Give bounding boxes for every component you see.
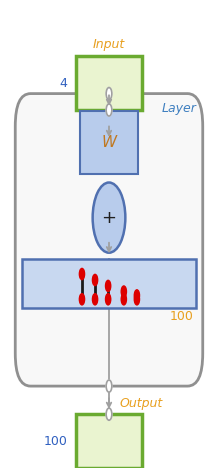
- Circle shape: [106, 408, 112, 420]
- Circle shape: [106, 280, 111, 292]
- Text: +: +: [102, 209, 116, 227]
- Text: 100: 100: [170, 310, 194, 323]
- Text: Output: Output: [120, 396, 163, 410]
- Circle shape: [106, 88, 112, 100]
- Circle shape: [79, 268, 85, 279]
- Circle shape: [134, 290, 140, 301]
- Text: 4: 4: [60, 77, 68, 89]
- Circle shape: [121, 286, 126, 297]
- Circle shape: [92, 294, 98, 305]
- Text: Input: Input: [93, 38, 125, 51]
- Ellipse shape: [93, 183, 125, 253]
- Circle shape: [92, 274, 98, 285]
- Circle shape: [121, 294, 126, 305]
- Text: W: W: [101, 135, 117, 150]
- FancyBboxPatch shape: [76, 414, 142, 468]
- FancyBboxPatch shape: [22, 258, 196, 308]
- FancyBboxPatch shape: [80, 111, 138, 175]
- Text: Layer: Layer: [161, 102, 196, 115]
- Circle shape: [106, 380, 112, 392]
- Circle shape: [134, 294, 140, 305]
- Circle shape: [106, 104, 112, 116]
- Circle shape: [79, 294, 85, 305]
- FancyBboxPatch shape: [76, 56, 142, 110]
- Circle shape: [106, 294, 111, 305]
- FancyBboxPatch shape: [15, 94, 203, 386]
- Text: 100: 100: [44, 435, 68, 447]
